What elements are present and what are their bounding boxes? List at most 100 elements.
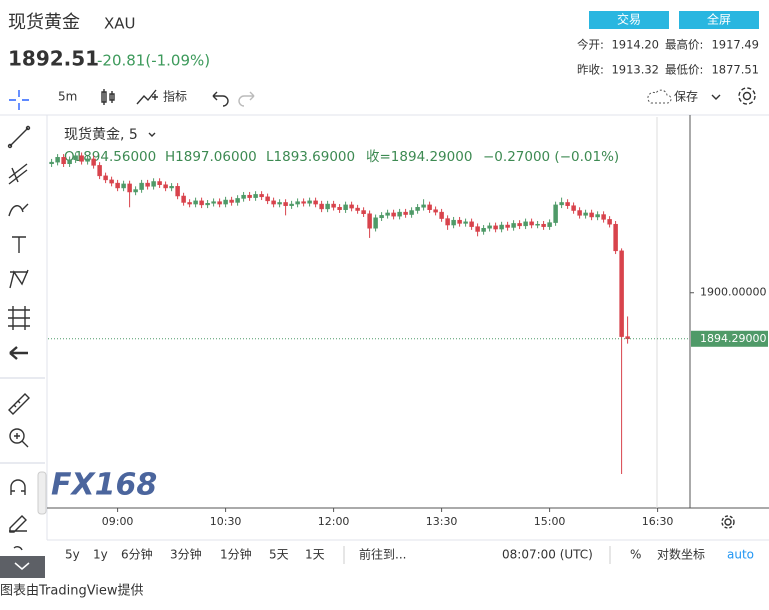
fullscreen-label[interactable]: 全屏: [707, 12, 731, 27]
candle-body: [463, 221, 468, 224]
range-button[interactable]: 5y: [65, 548, 80, 562]
candle-body: [79, 155, 84, 162]
indicator-icon[interactable]: [136, 89, 158, 105]
legend-caret[interactable]: [148, 132, 156, 137]
candle-body: [109, 179, 114, 184]
interval[interactable]: 5m: [58, 90, 77, 104]
candle-body: [565, 202, 570, 206]
trade-label[interactable]: 交易: [617, 12, 641, 27]
range-button[interactable]: 1天: [305, 548, 325, 562]
stat: 今开:: [577, 38, 604, 52]
fullscreen-button[interactable]: [679, 11, 759, 29]
stat: 最高价:: [665, 38, 703, 52]
x-tick-label: 12:00: [318, 515, 350, 528]
toolbar-handle[interactable]: [37, 471, 47, 515]
y-tick-label: 1900.00000: [700, 286, 766, 299]
left-toolbar[interactable]: [0, 125, 45, 551]
candle-body: [187, 202, 192, 205]
candle-body: [439, 211, 444, 219]
candle-body: [493, 225, 498, 230]
candle-body: [571, 205, 576, 211]
candle-body: [343, 204, 348, 210]
trade-button[interactable]: [589, 11, 669, 29]
footer: 图表由TradingView提供: [0, 583, 144, 599]
candle-body: [499, 224, 504, 230]
x-tick-label: 10:30: [210, 515, 242, 528]
title: 现货黄金: [8, 12, 80, 33]
save-caret[interactable]: [711, 94, 721, 100]
candle-body: [139, 182, 144, 190]
percent-toggle[interactable]: %: [630, 548, 641, 562]
stat: 1917.49: [711, 38, 759, 52]
candle-body: [373, 217, 378, 229]
legend-value: 收=1894.29000: [366, 149, 472, 165]
candle-body: [55, 157, 60, 163]
legend-value: H1897.06000: [165, 149, 257, 165]
candle-body: [595, 214, 600, 218]
candle-body: [619, 250, 624, 337]
candle-body: [445, 218, 450, 226]
last-price-box: [691, 330, 768, 347]
candle-body: [121, 183, 126, 189]
candle-body: [379, 215, 384, 219]
stat: 1877.51: [711, 63, 759, 77]
auto-toggle[interactable]: auto: [727, 548, 754, 562]
candle-body: [529, 221, 534, 226]
candle-body: [91, 158, 96, 166]
redo-icon: [238, 91, 255, 107]
goto[interactable]: 前往到...: [359, 547, 406, 562]
candle-body: [253, 194, 258, 198]
candle-body: [505, 224, 510, 228]
last-price-label: 1894.29000: [700, 332, 766, 345]
candle-body: [331, 203, 336, 208]
clock: 08:07:00 (UTC): [502, 548, 593, 562]
stat: 1913.32: [611, 63, 659, 77]
candle-body: [145, 182, 150, 187]
candle-body: [271, 200, 276, 205]
stat: 1914.20: [611, 38, 659, 52]
range-button[interactable]: 3分钟: [170, 547, 202, 562]
candle-body: [241, 194, 246, 199]
axis-settings-icon[interactable]: [721, 515, 735, 529]
candle-body: [115, 182, 120, 189]
collapse-button[interactable]: [0, 556, 45, 578]
candle-body: [559, 202, 564, 206]
candle-body: [547, 222, 552, 227]
candle-body: [61, 157, 66, 165]
candle-body: [307, 200, 312, 204]
candle-body: [613, 223, 618, 252]
log-toggle[interactable]: 对数坐标: [657, 547, 705, 562]
indicators[interactable]: 指标: [163, 89, 187, 104]
candle-body: [217, 201, 222, 205]
legend-value: −0.27000 (−0.01%): [483, 149, 619, 165]
range-button[interactable]: 1y: [93, 548, 108, 562]
range-button[interactable]: 1分钟: [220, 547, 252, 562]
candle-body: [157, 181, 162, 185]
candle-body: [277, 202, 282, 205]
range-button[interactable]: 6分钟: [121, 547, 153, 562]
cloud-icon[interactable]: [647, 89, 672, 104]
save[interactable]: 保存: [674, 90, 698, 104]
candle-body: [355, 207, 360, 211]
collapse-icon[interactable]: [14, 562, 30, 570]
candle-body: [481, 228, 486, 232]
watermark: FX168: [51, 468, 157, 503]
stat: 昨收:: [577, 63, 604, 77]
settings-icon[interactable]: [738, 87, 756, 105]
candle-icon[interactable]: [101, 89, 115, 105]
candle-body: [553, 204, 558, 223]
x-tick-label: 15:00: [534, 515, 566, 528]
candle-body: [397, 211, 402, 217]
undo-icon[interactable]: [212, 91, 229, 107]
candle-body: [391, 212, 396, 217]
x-tick-label: 16:30: [642, 515, 674, 528]
candle-body: [385, 212, 390, 216]
candle-body: [163, 184, 168, 189]
crosshair-icon[interactable]: [9, 90, 29, 110]
x-tick-label: 09:00: [102, 515, 134, 528]
range-button[interactable]: 5天: [269, 548, 289, 562]
candle-body: [259, 194, 264, 198]
candle-body: [223, 199, 228, 205]
